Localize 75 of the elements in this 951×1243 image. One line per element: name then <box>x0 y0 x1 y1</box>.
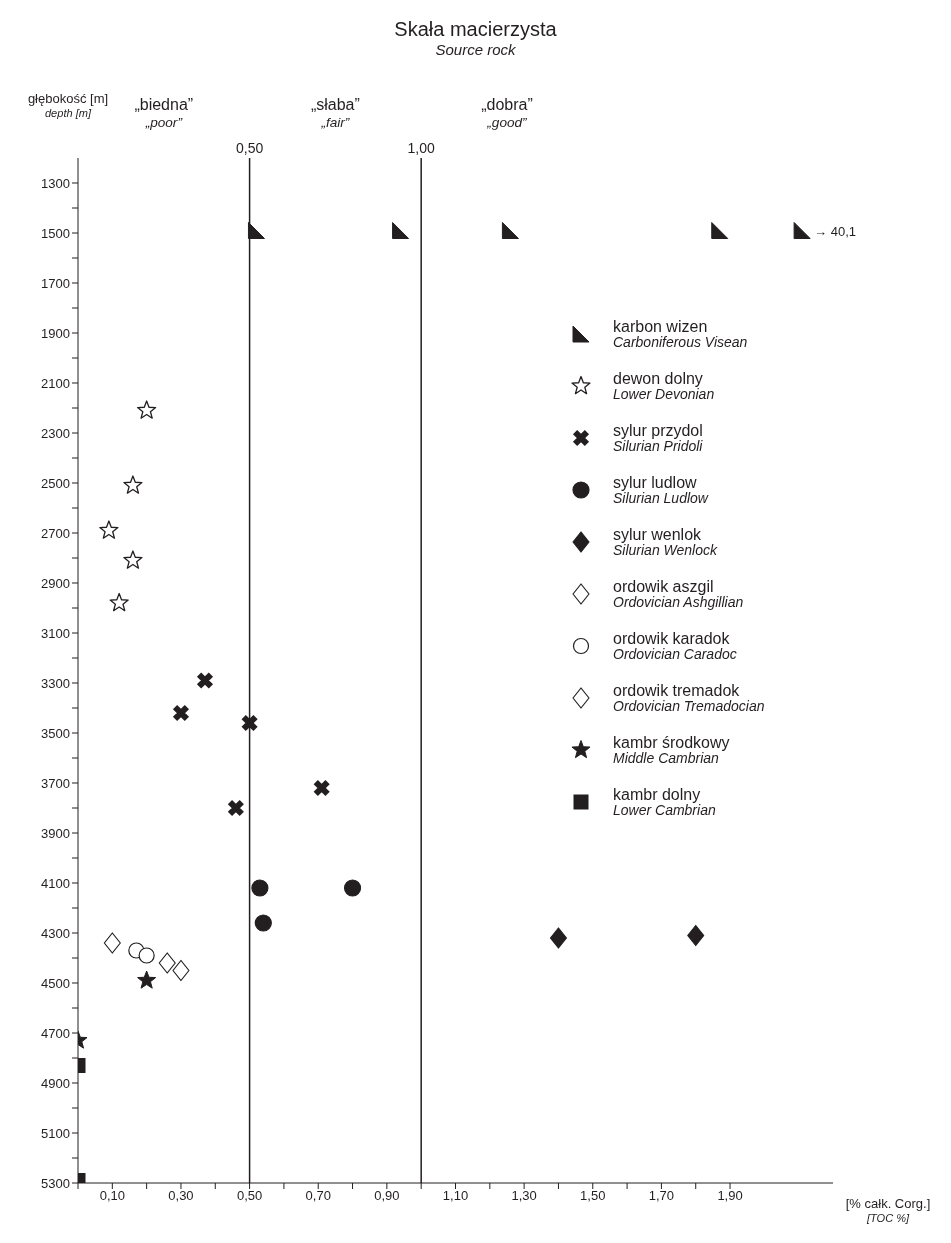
y-tick-label: 5300 <box>41 1175 70 1191</box>
point <box>793 222 811 239</box>
chart-title: Skała macierzysta <box>393 18 558 41</box>
x-tick-label: 1,50 <box>580 1188 606 1204</box>
legend-label: sylur ludlow Silurian Ludlow <box>613 473 708 507</box>
point <box>136 400 157 419</box>
point <box>254 914 272 932</box>
legend-label: kambr środkowy Middle Cambrian <box>613 733 730 767</box>
y-tick-label: 2300 <box>41 425 70 441</box>
text: „słaba” „fair” <box>310 96 360 130</box>
x-tick-label: 1,10 <box>442 1188 469 1204</box>
x-tick-label: 1,70 <box>648 1188 675 1204</box>
x-tick-label: 1,90 <box>717 1188 743 1204</box>
y-tick-label: 1500 <box>41 225 70 241</box>
x-tick-label: 0,90 <box>374 1188 400 1204</box>
point <box>687 924 705 947</box>
point <box>251 879 269 897</box>
legend-label: ordowik karadok Ordovician Caradoc <box>613 629 737 663</box>
x-tick-label: 0,30 <box>168 1188 194 1204</box>
y-tick-label: 4100 <box>41 875 70 891</box>
y-tick-label: 4300 <box>41 925 70 941</box>
point <box>172 959 190 982</box>
point <box>197 672 213 689</box>
y-tick-label: 1900 <box>41 325 70 341</box>
point <box>173 705 189 721</box>
x-tick-label: 1,30 <box>511 1188 537 1204</box>
y-tick-label: 1300 <box>41 175 70 191</box>
ref-line-label: 1,00 <box>407 140 436 156</box>
point <box>392 222 410 239</box>
point <box>158 952 176 974</box>
point <box>343 879 362 897</box>
x-tick-label: 0,70 <box>305 1188 331 1204</box>
y-tick-label: 2900 <box>41 575 70 591</box>
y-tick-label: 3900 <box>41 825 70 841</box>
legend-label: kambr dolny Lower Cambrian <box>613 785 716 819</box>
y-tick-label: 2500 <box>41 475 70 491</box>
y-tick-label: 3700 <box>41 775 70 791</box>
y-tick-label: 4700 <box>41 1025 70 1041</box>
y-axis-title: głębokość [m] depth [m] <box>27 91 109 119</box>
text: „dobra” „good” <box>481 96 533 130</box>
x-tick-label: 0,50 <box>236 1188 263 1204</box>
point <box>123 550 143 569</box>
point <box>228 800 244 816</box>
y-tick-label: 5100 <box>41 1125 70 1141</box>
point <box>501 222 519 239</box>
text: „biedna” „poor” <box>134 96 194 130</box>
legend-label: karbon wizen Carboniferous Visean <box>613 317 748 351</box>
legend-label: ordowik tremadok Ordovician Tremadocian <box>613 681 765 715</box>
x-axis-title: [% całk. Corg.] [TOC %] <box>845 1196 931 1224</box>
point <box>549 927 568 949</box>
point <box>711 222 729 239</box>
point <box>138 947 155 964</box>
y-tick-label: 2100 <box>41 375 70 391</box>
chart-subtitle: Source rock <box>434 41 517 58</box>
ref-line-label: 0,50 <box>235 140 264 156</box>
point <box>241 715 258 731</box>
annotation: → 40,1 <box>814 223 857 239</box>
point <box>99 520 119 539</box>
point <box>109 592 129 612</box>
point <box>247 222 265 239</box>
y-tick-label: 3300 <box>41 675 70 691</box>
point <box>103 932 121 954</box>
legend-label: sylur przydol Silurian Pridoli <box>613 421 703 455</box>
legend-label: ordowik aszgil Ordovician Ashgillian <box>613 577 744 611</box>
y-tick-label: 4900 <box>41 1075 70 1091</box>
y-tick-label: 3100 <box>41 625 70 641</box>
x-tick-label: 0,10 <box>99 1188 125 1204</box>
y-tick-label: 4500 <box>41 975 70 991</box>
point <box>313 780 330 796</box>
legend-label: sylur wenlok Silurian Wenlock <box>613 525 718 559</box>
y-tick-label: 2700 <box>41 525 70 541</box>
point <box>123 475 143 494</box>
y-tick-label: 1700 <box>41 275 70 291</box>
y-tick-label: 3500 <box>41 725 70 741</box>
legend-label: dewon dolny Lower Devonian <box>613 369 715 403</box>
